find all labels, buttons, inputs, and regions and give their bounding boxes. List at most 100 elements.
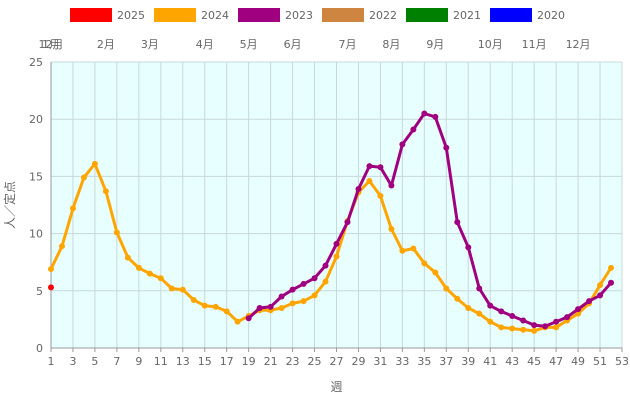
data-point-2024[interactable] [399, 247, 406, 254]
data-point-2024[interactable] [531, 327, 538, 334]
data-point-2024[interactable] [432, 269, 439, 276]
legend-item-2022[interactable]: 2022 [322, 8, 397, 22]
data-point-2024[interactable] [289, 300, 296, 307]
data-point-2024[interactable] [311, 292, 318, 299]
data-point-2023[interactable] [465, 244, 472, 251]
x-tick-label: 17 [220, 355, 234, 368]
data-point-2023[interactable] [531, 322, 538, 329]
data-point-2023[interactable] [498, 308, 505, 315]
data-point-2023[interactable] [454, 219, 461, 226]
x-tick-label: 51 [593, 355, 607, 368]
data-point-2024[interactable] [201, 302, 208, 309]
data-point-2023[interactable] [410, 126, 417, 133]
data-point-2024[interactable] [300, 298, 307, 305]
data-point-2024[interactable] [410, 245, 417, 252]
data-point-2024[interactable] [102, 188, 109, 195]
data-point-2024[interactable] [146, 270, 153, 277]
data-point-2024[interactable] [465, 304, 472, 311]
data-point-2023[interactable] [509, 312, 516, 319]
data-point-2024[interactable] [421, 260, 428, 267]
data-point-2024[interactable] [48, 266, 54, 273]
data-point-2023[interactable] [267, 303, 274, 310]
data-point-2023[interactable] [487, 302, 494, 309]
data-point-2024[interactable] [575, 310, 582, 317]
data-point-2023[interactable] [256, 304, 263, 311]
data-point-2024[interactable] [487, 318, 494, 325]
data-point-2024[interactable] [80, 174, 87, 181]
data-point-2024[interactable] [498, 324, 505, 331]
data-point-2023[interactable] [586, 298, 593, 305]
data-point-2024[interactable] [278, 304, 285, 311]
data-point-2024[interactable] [168, 285, 175, 292]
data-point-2024[interactable] [333, 253, 340, 260]
data-point-2024[interactable] [157, 275, 164, 282]
month-label: 12月 [39, 38, 64, 51]
data-point-2023[interactable] [366, 163, 373, 170]
data-point-2023[interactable] [575, 306, 582, 313]
data-point-2023[interactable] [355, 185, 362, 192]
y-axis-title: 人／定点 [2, 181, 17, 229]
data-point-2023[interactable] [608, 279, 615, 286]
x-tick-label: 19 [242, 355, 256, 368]
data-point-2023[interactable] [344, 219, 351, 226]
data-point-2023[interactable] [421, 110, 428, 117]
data-point-2024[interactable] [190, 296, 197, 303]
data-point-2023[interactable] [564, 314, 571, 321]
x-tick-label: 3 [69, 355, 76, 368]
legend[interactable]: 2025 2024 2023 2022 2021 2020 [70, 8, 565, 22]
data-point-2024[interactable] [597, 282, 604, 289]
data-point-2023[interactable] [377, 164, 384, 171]
data-point-2023[interactable] [520, 317, 527, 324]
x-tick-label: 13 [176, 355, 190, 368]
legend-item-2024[interactable]: 2024 [154, 8, 229, 22]
data-point-2024[interactable] [58, 243, 65, 250]
data-point-2024[interactable] [553, 324, 560, 331]
data-point-2024[interactable] [476, 310, 483, 317]
data-point-2024[interactable] [124, 254, 131, 261]
data-point-2024[interactable] [322, 278, 329, 285]
data-point-2023[interactable] [399, 141, 406, 148]
data-point-2023[interactable] [597, 292, 604, 299]
data-point-2025[interactable] [48, 284, 54, 291]
data-point-2024[interactable] [212, 303, 219, 310]
data-point-2023[interactable] [300, 280, 307, 287]
data-point-2023[interactable] [443, 144, 450, 151]
x-tick-label: 47 [549, 355, 563, 368]
data-point-2023[interactable] [289, 286, 296, 293]
data-point-2024[interactable] [135, 264, 142, 271]
legend-item-2020[interactable]: 2020 [490, 8, 565, 22]
data-point-2023[interactable] [542, 323, 549, 330]
legend-item-2021[interactable]: 2021 [406, 8, 481, 22]
legend-label: 2024 [201, 9, 229, 22]
data-point-2023[interactable] [388, 182, 395, 189]
data-point-2024[interactable] [509, 325, 516, 332]
data-point-2024[interactable] [443, 285, 450, 292]
axes: 1 3 5 7 9 11 13 15 17 19 21 23 25 27 29 31 33 35 37 39 41 43 4… [29, 56, 629, 368]
data-point-2024[interactable] [179, 286, 186, 293]
data-point-2024[interactable] [377, 192, 384, 199]
data-point-2023[interactable] [311, 275, 318, 282]
data-point-2024[interactable] [388, 226, 395, 233]
data-point-2023[interactable] [432, 113, 439, 120]
legend-item-2023[interactable]: 2023 [238, 8, 313, 22]
data-point-2024[interactable] [113, 229, 120, 236]
y-tick-label: 10 [29, 228, 43, 241]
data-point-2024[interactable] [454, 295, 461, 302]
data-point-2023[interactable] [322, 262, 329, 269]
data-point-2023[interactable] [333, 240, 340, 247]
x-tick-label: 25 [308, 355, 322, 368]
data-point-2024[interactable] [69, 205, 76, 212]
data-point-2024[interactable] [234, 318, 241, 325]
data-point-2023[interactable] [553, 318, 560, 325]
data-point-2023[interactable] [278, 293, 285, 300]
data-point-2024[interactable] [91, 160, 98, 167]
x-tick-label: 41 [483, 355, 497, 368]
data-point-2024[interactable] [608, 264, 615, 271]
data-point-2024[interactable] [520, 326, 527, 333]
legend-item-2025[interactable]: 2025 [70, 8, 145, 22]
data-point-2024[interactable] [223, 308, 230, 315]
data-point-2024[interactable] [366, 177, 373, 184]
data-point-2023[interactable] [245, 315, 252, 322]
data-point-2023[interactable] [476, 285, 483, 292]
legend-swatch [406, 8, 448, 22]
